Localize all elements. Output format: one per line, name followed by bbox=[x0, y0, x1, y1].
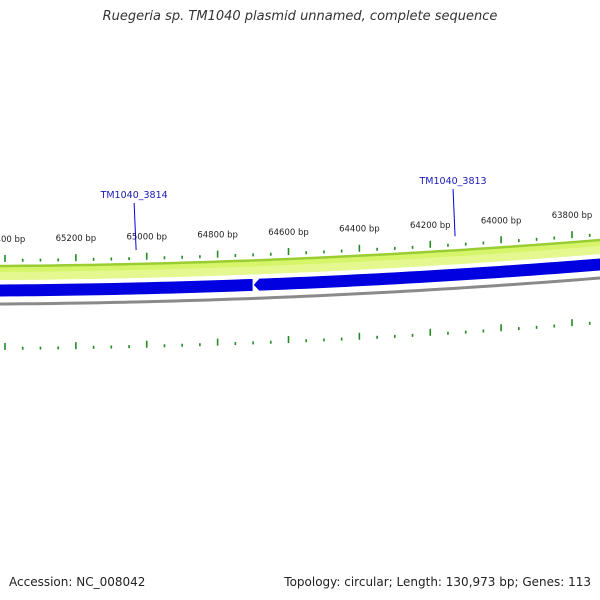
ruler-labels: 65400 bp 65200 bp 65000 bp 64800 bp 64600 bp… bbox=[0, 211, 592, 245]
ruler-label: 65400 bp bbox=[0, 235, 25, 245]
inner-ring-line bbox=[0, 276, 600, 306]
accession-text: Accession: NC_008042 bbox=[9, 575, 146, 589]
gene-label-leader bbox=[452, 188, 456, 237]
gc-skew-ticks bbox=[4, 319, 591, 350]
gene-label: TM1040_3814 bbox=[100, 190, 168, 201]
gene-label: TM1040_3813 bbox=[419, 176, 487, 187]
backbone-highlight bbox=[0, 246, 600, 280]
ruler-ticks bbox=[4, 231, 591, 262]
gene-track bbox=[0, 257, 600, 298]
gene-arrow bbox=[252, 257, 600, 292]
gene-labels: TM1040_3814 TM1040_3813 bbox=[100, 176, 487, 250]
ruler-label: 63800 bp bbox=[552, 211, 593, 221]
backbone-outline bbox=[0, 238, 600, 268]
ruler-label: 65200 bp bbox=[56, 234, 97, 244]
backbone-ring bbox=[0, 238, 600, 280]
gene-arrow bbox=[0, 277, 254, 298]
ruler-label: 64000 bp bbox=[481, 216, 522, 226]
topology-summary: Topology: circular; Length: 130,973 bp; … bbox=[284, 575, 591, 589]
ruler-label: 64800 bp bbox=[197, 231, 238, 241]
ruler-label: 64400 bp bbox=[339, 225, 380, 235]
inner-ring bbox=[0, 276, 600, 306]
gene-label-leader bbox=[133, 202, 137, 250]
ruler-label: 65000 bp bbox=[126, 233, 167, 243]
ruler-label: 64200 bp bbox=[410, 221, 451, 231]
ruler-label: 64600 bp bbox=[268, 228, 309, 238]
map-title: Ruegeria sp. TM1040 plasmid unnamed, com… bbox=[102, 9, 498, 24]
